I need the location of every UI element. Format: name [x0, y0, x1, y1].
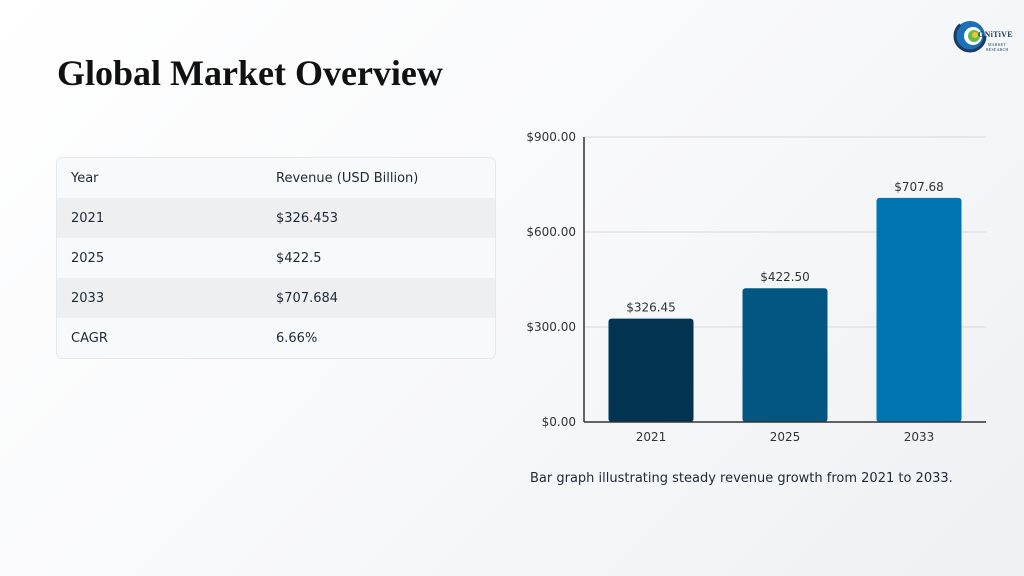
y-tick-label: $900.00 [526, 130, 576, 144]
year-cell: 2033 [71, 290, 105, 306]
bar [608, 318, 694, 422]
table-header-row: Year Revenue (USD Billion) [57, 158, 495, 198]
x-tick-label: 2033 [904, 430, 935, 444]
data-label: $422.50 [760, 270, 810, 284]
revenue-bar-chart: $0.00 $300.00 $600.00 $900.00 $326.45 2021 $42… [526, 130, 986, 444]
chart-caption: Bar graph illustrating steady revenue gr… [530, 471, 953, 486]
x-tick-label: 2025 [770, 430, 801, 444]
year-cell: 2021 [71, 210, 105, 226]
revenue-cell: $326.453 [276, 210, 339, 226]
cagr-value-cell: 6.66% [276, 330, 318, 346]
y-tick-label: $0.00 [542, 415, 576, 429]
table-row: CAGR 6.66% [57, 318, 495, 358]
data-label: $707.68 [894, 180, 944, 194]
bar [876, 197, 962, 422]
year-cell: 2025 [71, 250, 105, 266]
logo-c-icon [953, 19, 987, 53]
cagr-label-cell: CAGR [71, 330, 108, 346]
company-logo: GNiTiVE MARKET RESEARCH [952, 15, 1014, 57]
y-tick-label: $300.00 [526, 320, 576, 334]
header-year: Year [71, 170, 99, 186]
table-row: 2025 $422.5 [57, 238, 495, 278]
page-title: Global Market Overview [57, 53, 443, 93]
revenue-table: Year Revenue (USD Billion) 2021 $326.453… [56, 157, 496, 359]
bar [742, 288, 828, 422]
y-tick-label: $600.00 [526, 225, 576, 239]
table-row: 2021 $326.453 [57, 198, 495, 238]
logo-wordmark: GNiTiVE [978, 30, 1013, 39]
x-tick-label: 2021 [636, 430, 667, 444]
revenue-cell: $422.5 [276, 250, 322, 266]
revenue-cell: $707.684 [276, 290, 339, 306]
logo-subtext-1: MARKET [988, 42, 1007, 47]
header-revenue: Revenue (USD Billion) [276, 170, 419, 186]
data-label: $326.45 [626, 301, 676, 315]
logo-subtext-2: RESEARCH [986, 47, 1009, 52]
table-row: 2033 $707.684 [57, 278, 495, 318]
